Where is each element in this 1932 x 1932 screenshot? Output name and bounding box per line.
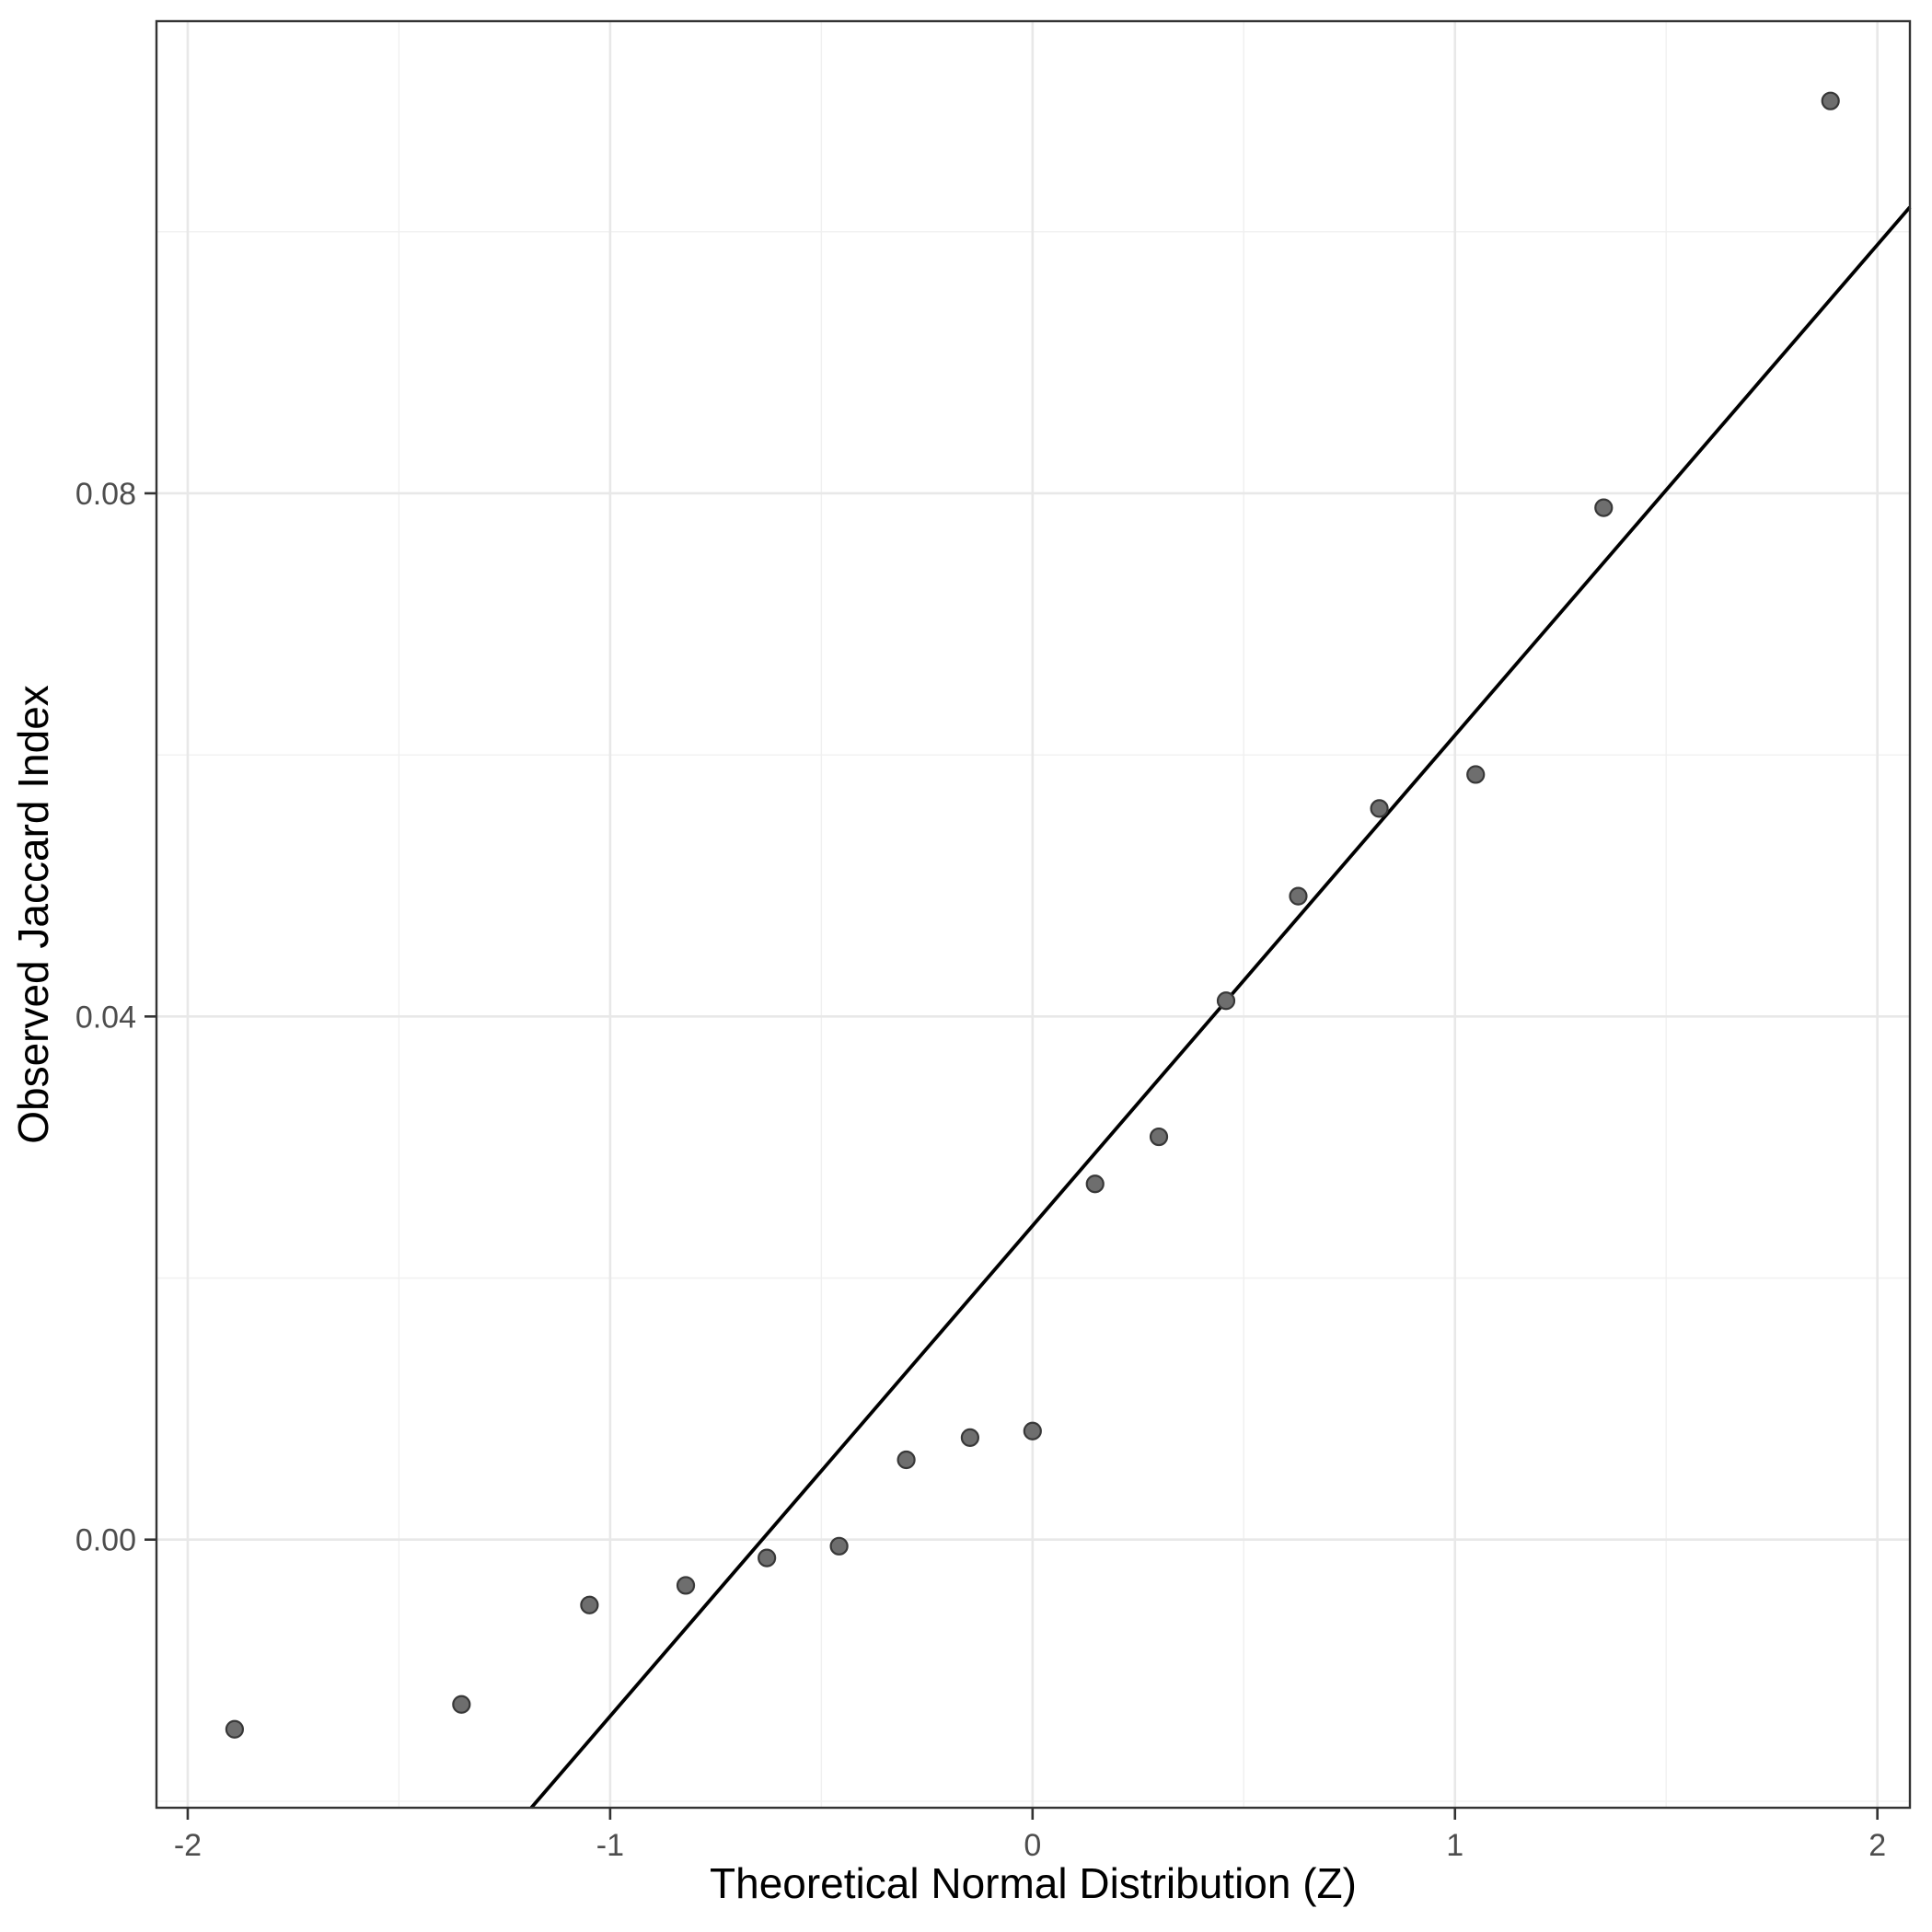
- data-point: [1216, 991, 1236, 1011]
- data-point: [225, 1719, 245, 1739]
- data-point: [758, 1548, 777, 1568]
- data-point: [1466, 765, 1486, 784]
- axis-tick-labels: -2 -1 0 1 2 0.00 0.04 0.08: [75, 477, 1886, 1863]
- data-point: [1821, 91, 1840, 110]
- major-gridlines: [156, 21, 1910, 1808]
- data-point: [452, 1695, 471, 1714]
- y-axis-tick-label: 0.04: [75, 1000, 136, 1035]
- x-axis-tick-label: 0: [1024, 1828, 1041, 1863]
- x-axis-tick-label: 2: [1868, 1828, 1886, 1863]
- data-point: [580, 1595, 599, 1614]
- y-axis-title: Observed Jaccard Index: [9, 685, 57, 1144]
- data-point: [829, 1536, 849, 1556]
- data-point: [960, 1428, 979, 1447]
- data-point: [1085, 1174, 1105, 1194]
- data-point: [676, 1576, 696, 1595]
- data-point: [1149, 1127, 1169, 1147]
- x-axis-title: Theoretical Normal Distribution (Z): [710, 1859, 1357, 1907]
- axis-ticks: [145, 492, 1879, 1820]
- x-axis-tick-label: 1: [1446, 1828, 1463, 1863]
- data-point: [1289, 886, 1308, 906]
- x-axis-tick-label: -2: [174, 1828, 202, 1863]
- data-point: [1023, 1421, 1042, 1440]
- data-point: [1370, 799, 1389, 818]
- y-axis-tick-label: 0.00: [75, 1523, 136, 1558]
- data-point: [897, 1450, 916, 1470]
- data-point: [1594, 498, 1614, 517]
- y-axis-tick-label: 0.08: [75, 477, 136, 512]
- x-axis-tick-label: -1: [596, 1828, 624, 1863]
- data-points-layer: [225, 91, 1840, 1739]
